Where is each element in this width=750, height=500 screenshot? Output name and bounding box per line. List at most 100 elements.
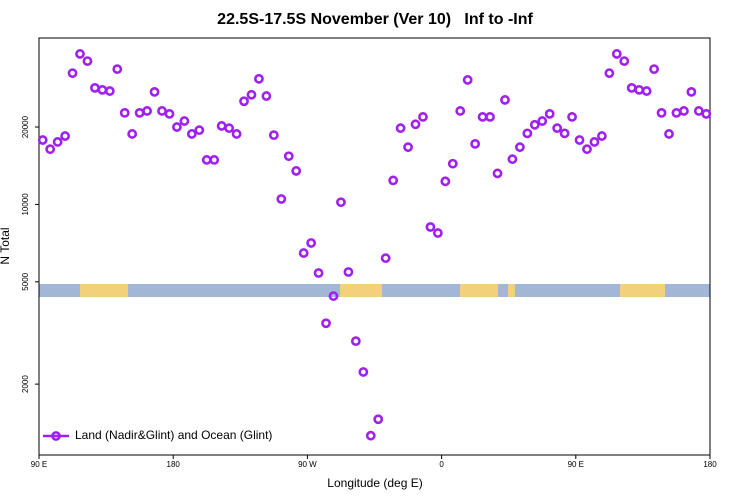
plot-frame xyxy=(38,37,711,456)
point xyxy=(82,56,93,67)
point xyxy=(67,68,78,79)
point xyxy=(649,64,659,75)
point xyxy=(410,119,421,130)
point xyxy=(388,175,399,186)
point xyxy=(432,228,443,238)
point xyxy=(261,91,272,101)
point xyxy=(574,135,585,145)
point xyxy=(60,131,70,141)
point xyxy=(194,125,205,136)
point xyxy=(470,138,481,149)
point xyxy=(701,108,712,119)
point xyxy=(365,430,376,441)
point xyxy=(656,108,667,118)
land-patch xyxy=(508,284,515,297)
point xyxy=(291,166,302,176)
point xyxy=(500,95,510,105)
legend-marker xyxy=(51,431,61,441)
point xyxy=(306,238,317,248)
point xyxy=(514,142,525,153)
x-tick-label: 90 E xyxy=(568,460,584,469)
point xyxy=(119,108,130,118)
land-strip xyxy=(39,284,710,297)
y-tick-label: 20000 xyxy=(21,115,30,138)
point xyxy=(395,123,406,134)
y-tick-label: 5000 xyxy=(21,272,30,290)
point xyxy=(679,106,689,116)
point xyxy=(589,137,600,147)
point xyxy=(582,144,592,155)
point xyxy=(567,112,577,122)
point xyxy=(380,253,391,264)
point xyxy=(350,336,361,347)
point xyxy=(641,86,652,96)
land-patch xyxy=(80,284,128,297)
point xyxy=(604,68,615,79)
point xyxy=(276,194,287,204)
point xyxy=(358,367,369,377)
point xyxy=(403,142,413,153)
x-tick-label: 90 W xyxy=(298,460,317,469)
point xyxy=(447,158,458,169)
point xyxy=(45,144,56,155)
point xyxy=(164,108,175,119)
point xyxy=(172,122,182,132)
point xyxy=(52,137,63,147)
land-patch xyxy=(340,284,382,297)
point xyxy=(298,248,309,258)
point xyxy=(37,135,48,145)
x-axis-label: Longitude (deg E) xyxy=(327,476,422,490)
point xyxy=(537,116,548,126)
chart-title: 22.5S-17.5S November (Ver 10) Inf to -In… xyxy=(217,11,533,28)
point xyxy=(462,75,473,85)
y-tick-label: 10000 xyxy=(21,193,30,216)
point xyxy=(268,130,279,141)
point xyxy=(522,128,533,139)
x-tick-label: 180 xyxy=(167,460,181,469)
point xyxy=(664,129,674,139)
point xyxy=(179,116,190,126)
point xyxy=(75,49,85,59)
point xyxy=(328,291,339,301)
point xyxy=(485,112,495,122)
point xyxy=(544,108,555,119)
x-tick-label: 90 E xyxy=(31,460,47,469)
point xyxy=(239,96,249,107)
point xyxy=(455,106,466,116)
land-patch xyxy=(460,284,498,297)
point xyxy=(507,154,518,165)
point xyxy=(552,123,563,134)
point xyxy=(611,49,622,59)
x-tick-label: 180 xyxy=(703,460,717,469)
point xyxy=(343,267,354,277)
point xyxy=(336,197,346,208)
point xyxy=(224,123,235,134)
y-tick-label: 2000 xyxy=(21,375,30,393)
point xyxy=(686,86,697,97)
point xyxy=(440,176,451,187)
point xyxy=(112,64,123,75)
point xyxy=(492,168,503,179)
point xyxy=(127,129,138,139)
point xyxy=(283,151,294,162)
point xyxy=(186,129,197,139)
point xyxy=(142,106,153,116)
point xyxy=(418,112,428,122)
point xyxy=(254,73,264,84)
point xyxy=(209,155,220,165)
point xyxy=(559,128,570,139)
point xyxy=(246,89,257,100)
point xyxy=(529,119,540,130)
point xyxy=(149,86,160,97)
point xyxy=(313,268,324,278)
point xyxy=(373,414,384,425)
x-tick-label: 0 xyxy=(439,460,444,469)
point xyxy=(104,86,115,96)
point xyxy=(321,318,331,329)
point xyxy=(596,131,607,141)
point xyxy=(231,129,242,139)
point xyxy=(425,222,436,232)
land-patch xyxy=(620,284,665,297)
